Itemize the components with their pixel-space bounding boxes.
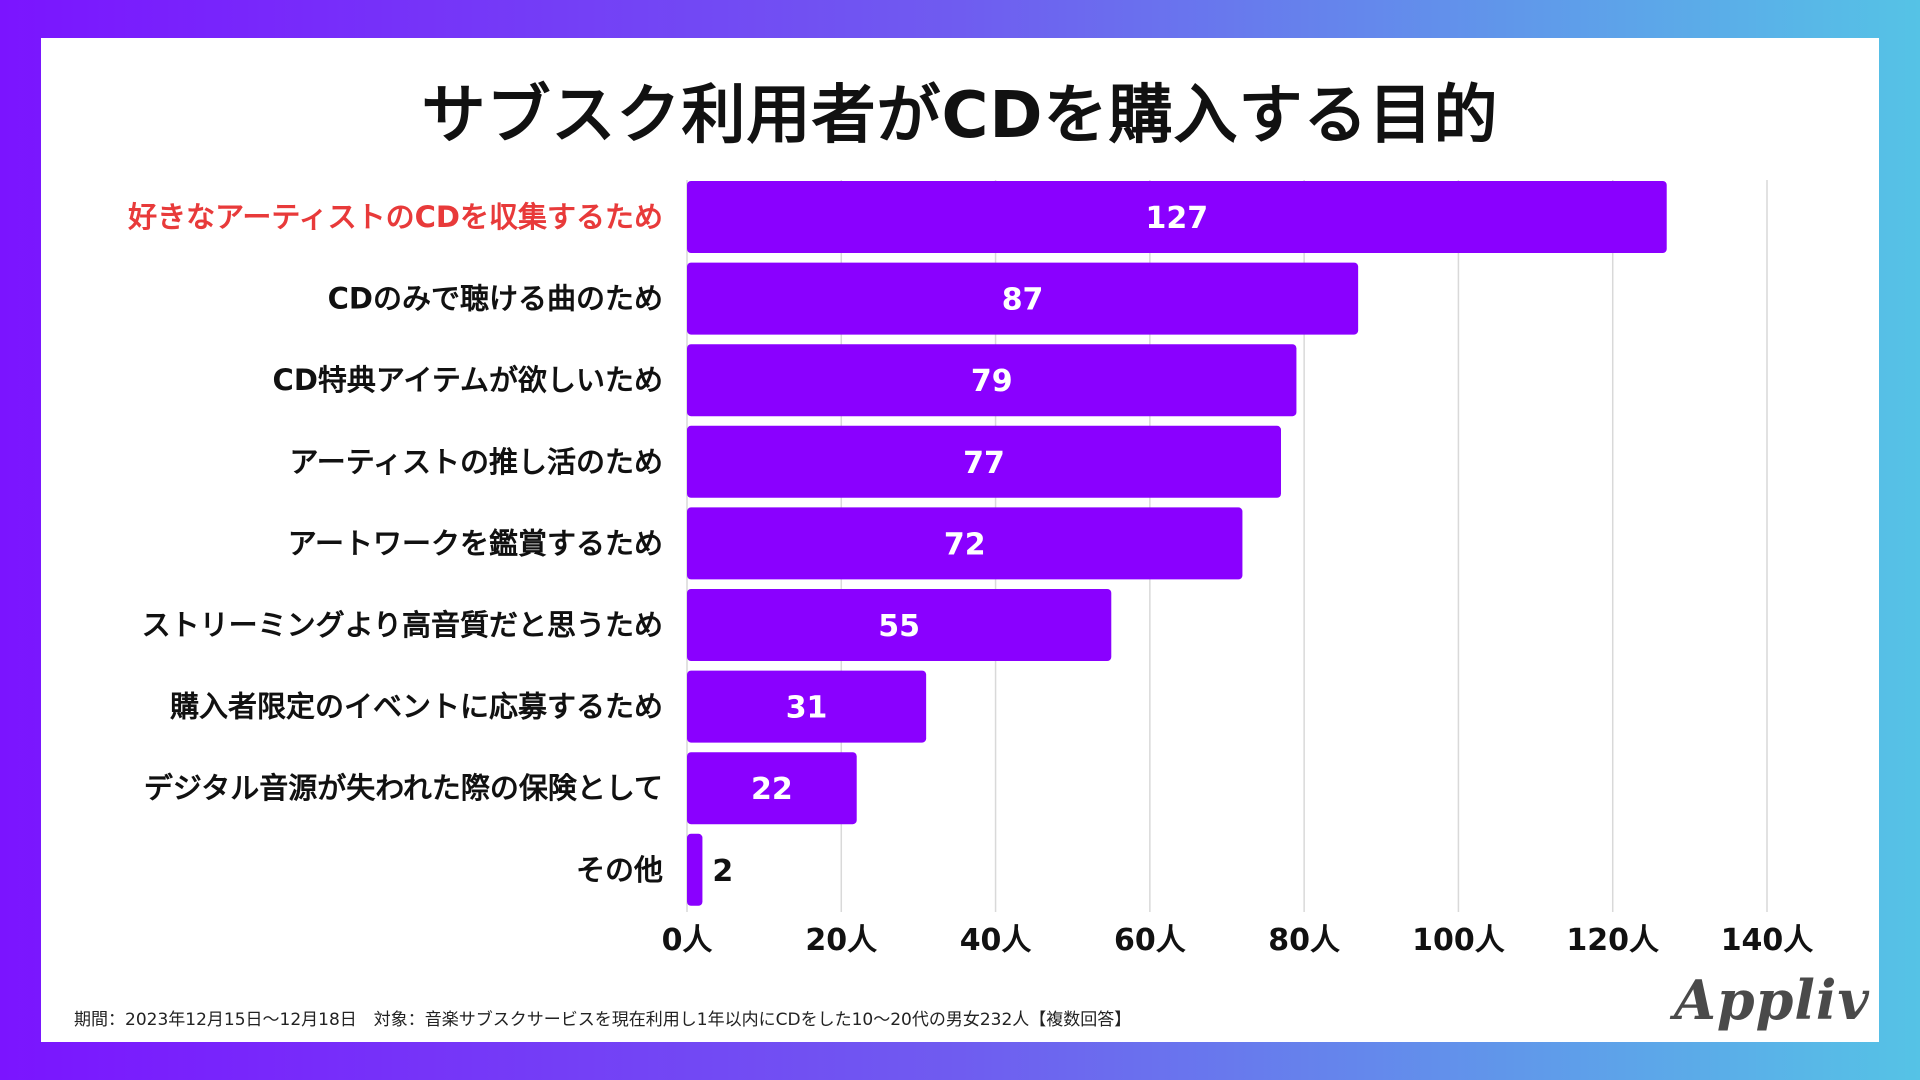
x-tick-label: 140人: [1721, 923, 1814, 958]
bar: [687, 425, 1281, 498]
category-label: デジタル音源が失われた際の保険として: [144, 771, 663, 805]
category-label: ストリーミングより高音質だと思うため: [142, 608, 663, 642]
survey-note: 期間：2023年12月15日〜12月18日 対象：音楽サブスクサービスを現在利用…: [74, 1010, 1132, 1030]
x-tick-label: 120人: [1566, 923, 1659, 958]
chart-title: サブスク利用者がCDを購入する目的: [421, 79, 1499, 153]
value-label: 77: [963, 446, 1005, 481]
bar: [687, 344, 1297, 417]
bar: [687, 262, 1359, 335]
value-label: 79: [971, 364, 1013, 399]
value-label: 55: [878, 609, 920, 644]
x-tick-label: 80人: [1268, 923, 1340, 958]
bar: [687, 670, 927, 743]
x-tick-label: 100人: [1412, 923, 1505, 958]
value-label: 87: [1002, 283, 1044, 318]
value-label: 22: [751, 772, 793, 807]
bar: [687, 181, 1667, 253]
appliv-logo: Appliv: [1674, 968, 1870, 1032]
category-label: CD特典アイテムが欲しいため: [273, 363, 663, 397]
category-label: アートワークを鑑賞するため: [288, 526, 663, 560]
x-tick-label: 60人: [1114, 923, 1186, 958]
x-tick-label: 20人: [805, 923, 877, 958]
value-label: 72: [944, 527, 986, 562]
category-label: アーティストの推し活のため: [289, 445, 663, 479]
bar: [687, 833, 703, 906]
value-label: 31: [786, 691, 828, 726]
bar: [687, 752, 857, 825]
value-label: 127: [1146, 201, 1209, 236]
category-label: CDのみで聴ける曲のため: [328, 282, 663, 316]
category-label: 購入者限定のイベントに応募するため: [170, 690, 663, 724]
bar: [687, 589, 1112, 661]
category-label: その他: [576, 853, 663, 887]
x-tick-label: 40人: [960, 923, 1032, 958]
bar: [687, 507, 1243, 580]
category-label: 好きなアーティストのCDを収集するため: [127, 200, 663, 234]
value-label: 2: [712, 854, 733, 889]
x-tick-label: 0人: [662, 923, 713, 958]
